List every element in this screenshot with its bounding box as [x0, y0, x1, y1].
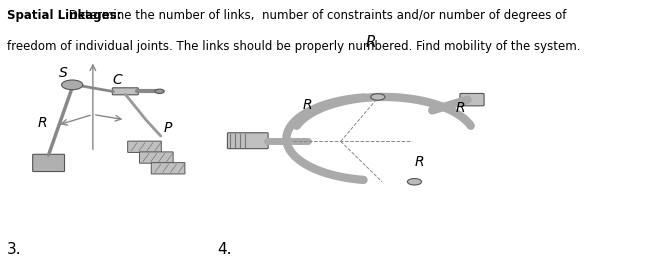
FancyBboxPatch shape: [127, 141, 161, 152]
Text: R: R: [414, 154, 424, 169]
Text: Spatial Linkages:: Spatial Linkages:: [7, 10, 122, 23]
Circle shape: [371, 94, 385, 100]
Circle shape: [61, 80, 82, 90]
Circle shape: [155, 89, 164, 94]
FancyBboxPatch shape: [112, 88, 139, 95]
Text: Determine the number of links,  number of constraints and/or number of degrees o: Determine the number of links, number of…: [65, 10, 566, 23]
Text: S: S: [59, 66, 68, 80]
FancyBboxPatch shape: [139, 152, 173, 163]
FancyBboxPatch shape: [32, 154, 65, 172]
Circle shape: [407, 178, 422, 185]
Text: R: R: [366, 35, 377, 50]
Text: 3.: 3.: [7, 242, 22, 257]
Text: 4.: 4.: [216, 242, 231, 257]
Text: R: R: [302, 98, 312, 112]
Text: R: R: [456, 101, 465, 115]
Text: freedom of individual joints. The links should be properly numbered. Find mobili: freedom of individual joints. The links …: [7, 41, 581, 53]
Text: C: C: [112, 73, 122, 86]
Text: R: R: [38, 116, 48, 129]
FancyBboxPatch shape: [460, 94, 484, 106]
Text: P: P: [164, 121, 172, 135]
FancyBboxPatch shape: [228, 133, 268, 149]
FancyBboxPatch shape: [151, 163, 185, 174]
